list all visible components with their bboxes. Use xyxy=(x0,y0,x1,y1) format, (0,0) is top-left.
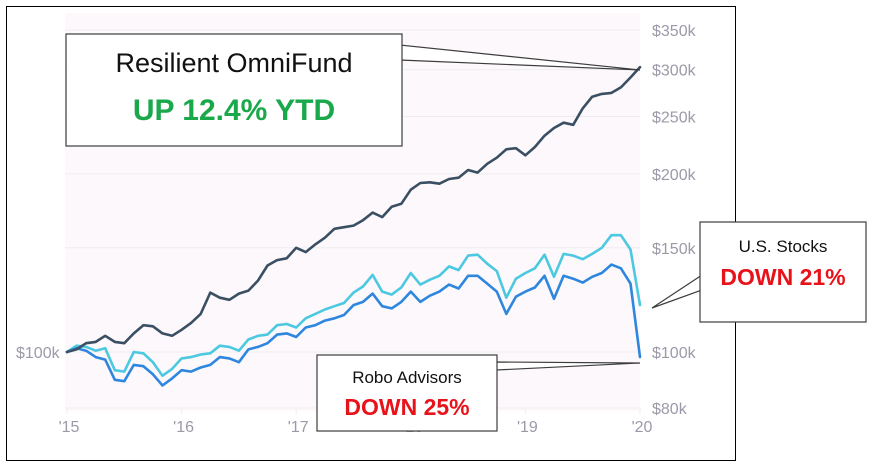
y-tick-label: $150k xyxy=(652,241,697,258)
robo-callout-box xyxy=(316,354,498,432)
y-tick-label: $200k xyxy=(652,167,697,184)
x-tick-label: '19 xyxy=(517,419,538,436)
omnifund-callout: Resilient OmniFund UP 12.4% YTD xyxy=(65,33,641,147)
us-stocks-callout: U.S. Stocks DOWN 21% xyxy=(651,221,867,323)
series-lines xyxy=(65,65,642,387)
us-stocks-callout-box xyxy=(699,221,867,323)
omnifund-callout-box xyxy=(65,33,403,147)
omnifund-callout-name: Resilient OmniFund xyxy=(115,48,352,78)
robo-callout: Robo Advisors DOWN 25% xyxy=(316,354,641,432)
y-tick-label: $80k xyxy=(652,401,688,418)
y-tick-label: $250k xyxy=(652,109,697,126)
series-line-us-stocks xyxy=(65,233,642,378)
series-line-omnifund xyxy=(65,65,642,354)
y-tick-label: $100k xyxy=(652,345,697,362)
x-tick-label: '15 xyxy=(59,419,80,436)
y-tick-label: $300k xyxy=(652,63,697,80)
y-tick-label-left: $100k xyxy=(16,345,61,362)
us-stocks-callout-name: U.S. Stocks xyxy=(739,237,828,256)
us-stocks-callout-change: DOWN 21% xyxy=(720,264,845,290)
x-tick-label: '17 xyxy=(288,419,309,436)
robo-callout-name: Robo Advisors xyxy=(352,368,462,387)
robo-callout-change: DOWN 25% xyxy=(344,394,469,420)
x-tick-label: '20 xyxy=(632,419,653,436)
y-tick-label: $350k xyxy=(652,23,697,40)
x-tick-label: '16 xyxy=(173,419,194,436)
y-axis-ticks: $80k $100k $150k $200k $250k $300k $350k $100k xyxy=(16,23,697,418)
omnifund-callout-change: UP 12.4% YTD xyxy=(133,94,335,127)
series-line-robo xyxy=(65,263,642,387)
